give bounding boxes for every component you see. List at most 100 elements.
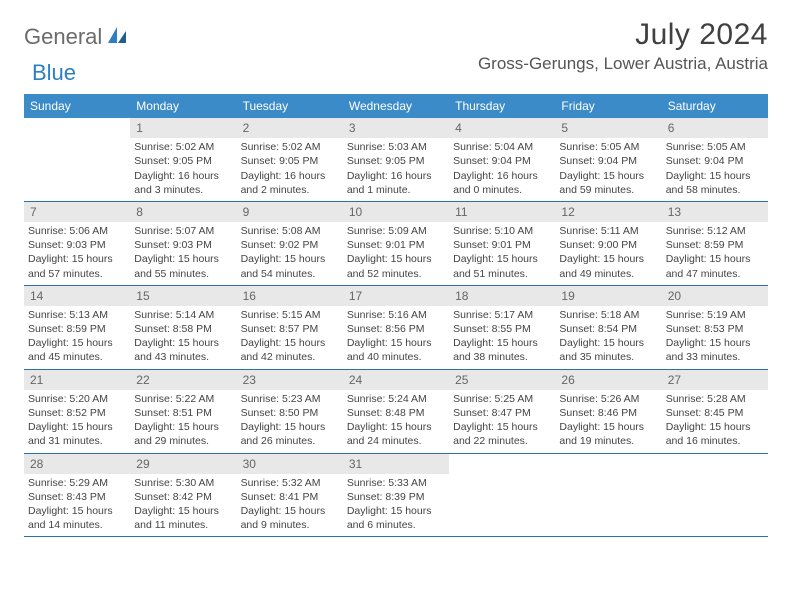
sunrise-line: Sunrise: 5:11 AM — [559, 224, 657, 238]
month-title: July 2024 — [478, 18, 768, 52]
daylight-line: and 54 minutes. — [241, 267, 339, 281]
sunrise-line: Sunrise: 5:06 AM — [28, 224, 126, 238]
sunrise-line: Sunrise: 5:08 AM — [241, 224, 339, 238]
sunset-line: Sunset: 8:58 PM — [134, 322, 232, 336]
sunrise-line: Sunrise: 5:02 AM — [134, 140, 232, 154]
day-cell: 20Sunrise: 5:19 AMSunset: 8:53 PMDayligh… — [662, 286, 768, 369]
sunset-line: Sunset: 8:45 PM — [666, 406, 764, 420]
daylight-line: Daylight: 16 hours — [241, 169, 339, 183]
sunset-line: Sunset: 9:01 PM — [347, 238, 445, 252]
sunset-line: Sunset: 9:04 PM — [559, 154, 657, 168]
sunrise-line: Sunrise: 5:15 AM — [241, 308, 339, 322]
daylight-line: Daylight: 15 hours — [241, 336, 339, 350]
sunrise-line: Sunrise: 5:20 AM — [28, 392, 126, 406]
daylight-line: and 57 minutes. — [28, 267, 126, 281]
brand-text-blue: Blue — [32, 60, 76, 86]
sunset-line: Sunset: 8:55 PM — [453, 322, 551, 336]
daylight-line: Daylight: 15 hours — [347, 336, 445, 350]
day-cell: 25Sunrise: 5:25 AMSunset: 8:47 PMDayligh… — [449, 370, 555, 453]
day-cell: 14Sunrise: 5:13 AMSunset: 8:59 PMDayligh… — [24, 286, 130, 369]
day-number: 25 — [449, 370, 555, 390]
daylight-line: and 16 minutes. — [666, 434, 764, 448]
sunset-line: Sunset: 9:00 PM — [559, 238, 657, 252]
daylight-line: and 14 minutes. — [28, 518, 126, 532]
day-number: 3 — [343, 118, 449, 138]
day-cell: 19Sunrise: 5:18 AMSunset: 8:54 PMDayligh… — [555, 286, 661, 369]
daylight-line: and 58 minutes. — [666, 183, 764, 197]
daylight-line: and 35 minutes. — [559, 350, 657, 364]
sunset-line: Sunset: 9:02 PM — [241, 238, 339, 252]
daylight-line: and 49 minutes. — [559, 267, 657, 281]
sunrise-line: Sunrise: 5:07 AM — [134, 224, 232, 238]
day-cell: 22Sunrise: 5:22 AMSunset: 8:51 PMDayligh… — [130, 370, 236, 453]
daylight-line: Daylight: 15 hours — [559, 252, 657, 266]
daylight-line: Daylight: 15 hours — [134, 336, 232, 350]
sunrise-line: Sunrise: 5:30 AM — [134, 476, 232, 490]
daylight-line: Daylight: 15 hours — [666, 169, 764, 183]
daylight-line: Daylight: 15 hours — [347, 252, 445, 266]
daylight-line: Daylight: 15 hours — [559, 420, 657, 434]
sunset-line: Sunset: 8:59 PM — [28, 322, 126, 336]
sunrise-line: Sunrise: 5:16 AM — [347, 308, 445, 322]
sunset-line: Sunset: 8:41 PM — [241, 490, 339, 504]
day-number: 11 — [449, 202, 555, 222]
sunrise-line: Sunrise: 5:26 AM — [559, 392, 657, 406]
day-cell: 7Sunrise: 5:06 AMSunset: 9:03 PMDaylight… — [24, 202, 130, 285]
daylight-line: Daylight: 15 hours — [28, 336, 126, 350]
daylight-line: Daylight: 16 hours — [134, 169, 232, 183]
sunset-line: Sunset: 9:04 PM — [666, 154, 764, 168]
sunrise-line: Sunrise: 5:25 AM — [453, 392, 551, 406]
daylight-line: Daylight: 15 hours — [241, 420, 339, 434]
day-number — [662, 454, 768, 474]
daylight-line: and 31 minutes. — [28, 434, 126, 448]
day-cell: 6 Sunrise: 5:05 AMSunset: 9:04 PMDaylight… — [662, 118, 768, 201]
day-number — [555, 454, 661, 474]
weekday-header: Saturday — [662, 94, 768, 118]
day-number: 9 — [237, 202, 343, 222]
day-number: 19 — [555, 286, 661, 306]
day-cell — [555, 454, 661, 537]
day-cell: 12 Sunrise: 5:11 AMSunset: 9:00 PMDayligh… — [555, 202, 661, 285]
day-cell: 26Sunrise: 5:26 AMSunset: 8:46 PMDayligh… — [555, 370, 661, 453]
daylight-line: Daylight: 15 hours — [666, 420, 764, 434]
day-cell: 17Sunrise: 5:16 AMSunset: 8:56 PMDayligh… — [343, 286, 449, 369]
sunrise-line: Sunrise: 5:05 AM — [559, 140, 657, 154]
sunset-line: Sunset: 9:05 PM — [134, 154, 232, 168]
week-row: 7 Sunrise: 5:06 AMSunset: 9:03 PM Daylight… — [24, 202, 768, 286]
sunrise-line: Sunrise: 5:33 AM — [347, 476, 445, 490]
daylight-line: Daylight: 15 hours — [134, 420, 232, 434]
daylight-line: Daylight: 16 hours — [347, 169, 445, 183]
day-cell: 23Sunrise: 5:23 AMSunset: 8:50 PMDayligh… — [237, 370, 343, 453]
day-number: 20 — [662, 286, 768, 306]
weekday-header: Thursday — [449, 94, 555, 118]
daylight-line: Daylight: 15 hours — [666, 252, 764, 266]
sunrise-line: Sunrise: 5:05 AM — [666, 140, 764, 154]
daylight-line: Daylight: 15 hours — [347, 504, 445, 518]
sunset-line: Sunset: 8:57 PM — [241, 322, 339, 336]
day-cell — [662, 454, 768, 537]
day-number: 23 — [237, 370, 343, 390]
sunset-line: Sunset: 8:48 PM — [347, 406, 445, 420]
daylight-line: and 38 minutes. — [453, 350, 551, 364]
daylight-line: Daylight: 15 hours — [134, 504, 232, 518]
sunrise-line: Sunrise: 5:14 AM — [134, 308, 232, 322]
daylight-line: and 11 minutes. — [134, 518, 232, 532]
sunset-line: Sunset: 8:54 PM — [559, 322, 657, 336]
day-number: 7 — [24, 202, 130, 222]
day-number: 6 — [662, 118, 768, 138]
day-cell: 11Sunrise: 5:10 AMSunset: 9:01 PMDayligh… — [449, 202, 555, 285]
daylight-line: Daylight: 15 hours — [453, 336, 551, 350]
daylight-line: Daylight: 15 hours — [241, 504, 339, 518]
sunrise-line: Sunrise: 5:18 AM — [559, 308, 657, 322]
daylight-line: and 9 minutes. — [241, 518, 339, 532]
daylight-line: and 52 minutes. — [347, 267, 445, 281]
sunset-line: Sunset: 8:47 PM — [453, 406, 551, 420]
sunset-line: Sunset: 8:39 PM — [347, 490, 445, 504]
day-number: 13 — [662, 202, 768, 222]
sunset-line: Sunset: 9:03 PM — [28, 238, 126, 252]
sunrise-line: Sunrise: 5:09 AM — [347, 224, 445, 238]
day-number: 31 — [343, 454, 449, 474]
day-number: 2 — [237, 118, 343, 138]
day-cell: 30Sunrise: 5:32 AMSunset: 8:41 PMDayligh… — [237, 454, 343, 537]
day-number: 12 — [555, 202, 661, 222]
